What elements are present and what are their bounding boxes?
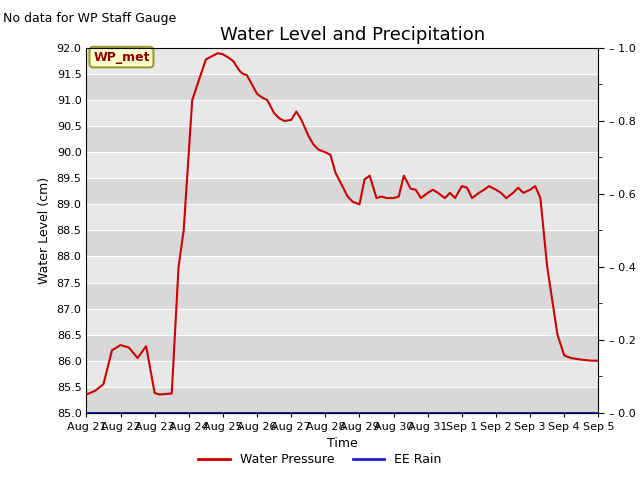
Bar (86, 48, 598, 74)
Bar (86, 204, 598, 230)
Bar (86, 309, 598, 335)
Legend: Water Pressure, EE Rain: Water Pressure, EE Rain (193, 448, 447, 471)
Bar (86, 387, 598, 413)
X-axis label: Time: Time (327, 437, 358, 450)
Bar (86, 100, 598, 126)
Title: Water Level and Precipitation: Water Level and Precipitation (220, 25, 485, 44)
Y-axis label: Water Level (cm): Water Level (cm) (38, 177, 51, 284)
Bar (86, 256, 598, 283)
Bar (86, 126, 598, 152)
Text: WP_met: WP_met (93, 50, 150, 64)
Bar (86, 360, 598, 387)
Bar (86, 178, 598, 204)
Bar (86, 283, 598, 309)
Bar (86, 230, 598, 256)
Bar (86, 335, 598, 360)
Bar (86, 152, 598, 178)
Bar (86, 74, 598, 100)
Text: No data for WP Staff Gauge: No data for WP Staff Gauge (3, 12, 177, 25)
